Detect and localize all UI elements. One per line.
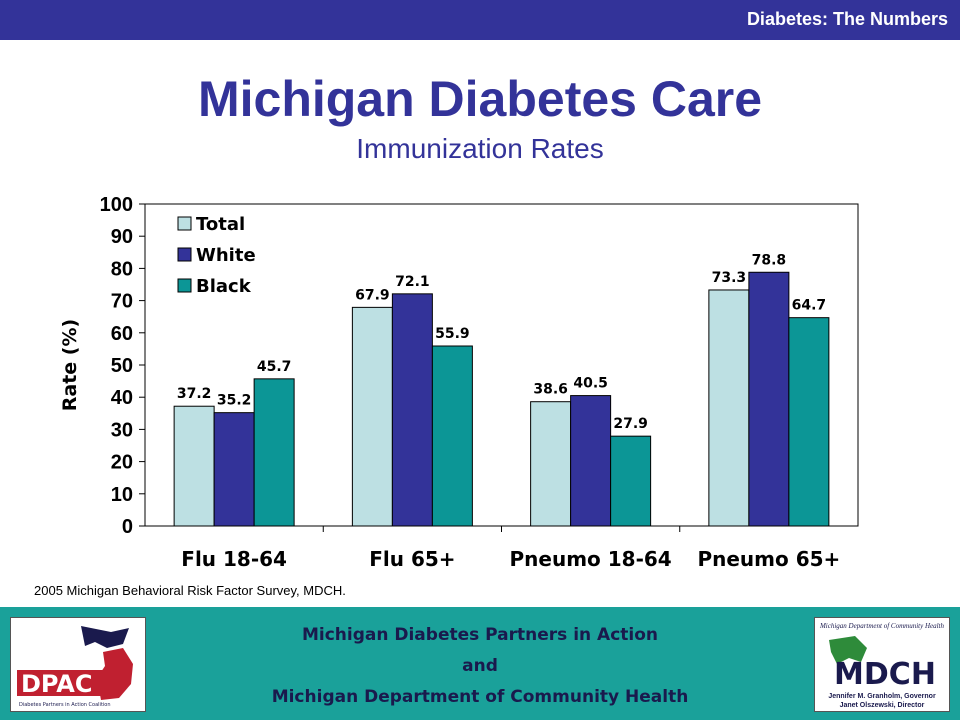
x-category-label: Flu 18-64 [181,547,287,571]
legend-swatch [177,216,192,231]
mdch-logo-director: Janet Olszewski, Director [840,702,925,709]
dpac-logo: DPAC Diabetes Partners in Action Coaliti… [10,617,146,712]
bar [213,412,255,527]
x-category-label: Flu 65+ [369,547,455,571]
bar [391,293,433,527]
bar [431,345,473,527]
legend-swatch [177,278,192,293]
x-category-label: Pneumo 65+ [697,547,840,571]
legend-label: Total [196,214,245,235]
y-tick-label: 10 [111,484,133,506]
bar [748,271,790,527]
mdch-logo-text: MDCH [834,657,936,692]
mdch-logo: Michigan Department of Community Health … [814,617,950,712]
y-tick-label: 0 [122,516,133,538]
bar-value-label: 40.5 [573,376,608,392]
y-tick-label: 100 [100,194,133,216]
x-category-label: Pneumo 18-64 [510,547,672,571]
y-tick-label: 90 [111,226,133,248]
bar-value-label: 67.9 [355,287,390,303]
y-tick-label: 40 [111,387,133,409]
mdch-logo-header: Michigan Department of Community Health [819,622,945,630]
bar [173,405,215,527]
y-tick-label: 20 [111,452,133,474]
bar-value-label: 72.1 [395,274,430,290]
bar-value-label: 45.7 [257,359,292,375]
header-bar: Diabetes: The Numbers [0,0,960,40]
mdch-logo-governor: Jennifer M. Granholm, Governor [828,693,936,700]
y-tick-label: 50 [111,355,133,377]
bar-value-label: 64.7 [792,298,827,314]
page-title: Michigan Diabetes Care [197,71,763,127]
bar [530,401,572,527]
footer-line-2: and [462,656,498,676]
bar [570,395,612,527]
bar-value-label: 73.3 [712,270,747,286]
footer-band: DPAC Diabetes Partners in Action Coaliti… [0,607,960,720]
bar-value-label: 78.8 [752,252,787,268]
bar-value-label: 27.9 [613,416,648,432]
footer-line-3: Michigan Department of Community Health [271,687,689,707]
bar-value-label: 55.9 [435,326,470,342]
dpac-logo-tagline: Diabetes Partners in Action Coalition [19,702,111,708]
page-subtitle: Immunization Rates [356,133,604,164]
footer-line-1: Michigan Diabetes Partners in Action [301,625,659,645]
bar-value-label: 35.2 [217,393,252,409]
bar-chart: 0 10 20 30 40 50 60 70 80 90 100 Rate (%) 37.2 35.2 45… [59,194,859,571]
legend-label: Black [196,276,252,297]
legend-swatch [177,247,192,262]
legend-label: White [196,245,256,266]
bar-value-label: 38.6 [533,382,568,398]
dpac-logo-text: DPAC [21,670,93,698]
bar [253,378,295,527]
y-axis-label: Rate (%) [59,319,81,411]
y-tick-label: 80 [111,258,133,280]
bar [788,317,830,527]
y-tick-label: 60 [111,323,133,345]
bar-value-label: 37.2 [177,386,212,402]
bar [351,306,393,527]
y-tick-label: 70 [111,291,133,313]
bar [610,435,652,527]
section-label: Diabetes: The Numbers [746,9,948,29]
bar [708,289,750,527]
source-note: 2005 Michigan Behavioral Risk Factor Sur… [34,583,346,598]
y-tick-label: 30 [111,419,133,441]
